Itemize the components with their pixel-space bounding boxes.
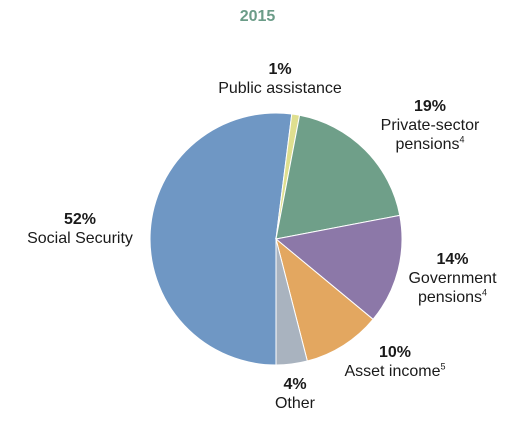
pie-slice-government-pensions	[274, 214, 403, 321]
private-pensions-line1: Private-sector	[380, 117, 480, 134]
pie-slice-private-sector-pensions	[275, 114, 401, 240]
other-name: Other	[274, 395, 315, 412]
other-percent: 4%	[283, 376, 307, 393]
social-security-percent: 52%	[63, 211, 97, 228]
private-pensions-line2-wrap: pensions4	[355, 135, 505, 154]
government-pensions-percent: 14%	[436, 251, 469, 268]
government-pensions-line2: pensions	[417, 289, 483, 306]
label-other: 4% Other	[255, 375, 335, 413]
label-public-assistance: 1% Public assistance	[195, 60, 365, 98]
public-assistance-percent: 1%	[268, 61, 292, 78]
pie-slice-asset-income	[275, 237, 374, 362]
government-pensions-line2-wrap: pensions4	[395, 288, 510, 307]
asset-income-name-wrap: Asset income5	[330, 362, 460, 381]
asset-income-footnote: 5	[440, 361, 446, 372]
private-pensions-footnote: 4	[459, 134, 465, 145]
government-pensions-line1: Government	[408, 270, 497, 287]
public-assistance-name: Public assistance	[218, 80, 342, 97]
pie-slices	[149, 112, 403, 366]
chart-title: 2015	[239, 8, 276, 25]
social-security-name: Social Security	[27, 230, 133, 247]
label-private-pensions: 19% Private-sector pensions4	[355, 97, 505, 154]
government-pensions-footnote: 4	[482, 287, 488, 298]
asset-income-name: Asset income	[344, 363, 441, 380]
private-pensions-percent: 19%	[413, 98, 447, 115]
label-government-pensions: 14% Government pensions4	[395, 250, 510, 307]
pie-slice-other	[275, 238, 308, 366]
label-social-security: 52% Social Security	[10, 210, 150, 248]
private-pensions-line2: pensions	[395, 136, 460, 153]
pie-slice-social-security	[149, 112, 293, 366]
label-asset-income: 10% Asset income5	[330, 343, 460, 381]
asset-income-percent: 10%	[378, 344, 412, 361]
